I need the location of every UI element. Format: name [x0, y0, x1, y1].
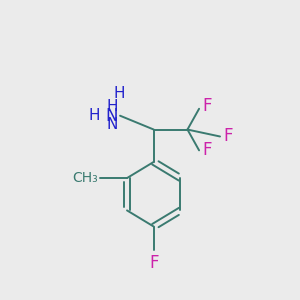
Text: N: N [105, 107, 118, 125]
Text: H
N: H N [106, 100, 118, 132]
Text: CH₃: CH₃ [72, 171, 98, 185]
Text: F: F [149, 254, 158, 272]
Text: F: F [224, 128, 233, 146]
Text: H: H [89, 108, 100, 123]
Text: H: H [113, 86, 124, 101]
Text: F: F [202, 98, 212, 116]
Text: F: F [202, 141, 212, 159]
